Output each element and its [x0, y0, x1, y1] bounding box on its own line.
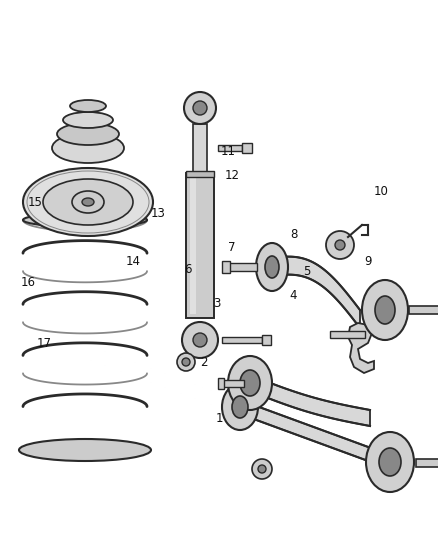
Circle shape — [252, 459, 272, 479]
Text: 3: 3 — [213, 297, 220, 310]
Circle shape — [326, 231, 354, 259]
Polygon shape — [348, 323, 374, 373]
FancyBboxPatch shape — [186, 171, 214, 177]
Ellipse shape — [222, 384, 258, 430]
Ellipse shape — [52, 133, 124, 163]
Text: 7: 7 — [228, 241, 236, 254]
Circle shape — [193, 101, 207, 115]
Text: 13: 13 — [150, 207, 165, 220]
Text: 8: 8 — [290, 228, 297, 241]
Text: 12: 12 — [225, 169, 240, 182]
Text: 6: 6 — [184, 263, 192, 276]
Circle shape — [182, 322, 218, 358]
Ellipse shape — [63, 112, 113, 128]
Text: 4: 4 — [290, 289, 297, 302]
Ellipse shape — [240, 370, 260, 396]
Circle shape — [258, 465, 266, 473]
Ellipse shape — [72, 191, 104, 213]
Circle shape — [184, 92, 216, 124]
Text: 16: 16 — [21, 276, 36, 289]
FancyBboxPatch shape — [193, 124, 207, 173]
FancyBboxPatch shape — [227, 263, 257, 271]
Ellipse shape — [43, 179, 133, 225]
Circle shape — [335, 240, 345, 250]
Text: 10: 10 — [374, 185, 389, 198]
Text: 1: 1 — [215, 412, 223, 425]
Ellipse shape — [232, 396, 248, 418]
FancyBboxPatch shape — [262, 335, 271, 345]
FancyBboxPatch shape — [218, 378, 224, 389]
Ellipse shape — [265, 256, 279, 278]
FancyBboxPatch shape — [222, 261, 230, 273]
Text: 2: 2 — [200, 356, 208, 369]
FancyBboxPatch shape — [190, 177, 196, 314]
Circle shape — [177, 353, 195, 371]
Ellipse shape — [362, 280, 408, 340]
FancyBboxPatch shape — [242, 143, 252, 153]
Ellipse shape — [228, 356, 272, 410]
FancyBboxPatch shape — [218, 145, 242, 151]
Ellipse shape — [82, 198, 94, 206]
FancyBboxPatch shape — [416, 459, 438, 467]
FancyBboxPatch shape — [186, 173, 214, 318]
Text: 15: 15 — [28, 196, 42, 209]
Ellipse shape — [256, 243, 288, 291]
Text: 11: 11 — [220, 146, 235, 158]
Text: 17: 17 — [36, 337, 51, 350]
FancyBboxPatch shape — [409, 306, 438, 314]
Ellipse shape — [57, 123, 119, 145]
Ellipse shape — [70, 100, 106, 112]
Ellipse shape — [19, 439, 151, 461]
Ellipse shape — [375, 296, 395, 324]
Ellipse shape — [23, 213, 147, 227]
PathPatch shape — [240, 400, 390, 469]
FancyBboxPatch shape — [222, 337, 262, 343]
Text: 14: 14 — [126, 255, 141, 268]
Text: 5: 5 — [303, 265, 310, 278]
FancyBboxPatch shape — [222, 380, 244, 387]
Ellipse shape — [379, 448, 401, 476]
Text: 9: 9 — [364, 255, 372, 268]
Circle shape — [193, 333, 207, 347]
Ellipse shape — [366, 432, 414, 492]
Ellipse shape — [23, 168, 153, 236]
PathPatch shape — [250, 375, 370, 426]
PathPatch shape — [272, 256, 360, 328]
Circle shape — [182, 358, 190, 366]
FancyBboxPatch shape — [330, 331, 365, 338]
